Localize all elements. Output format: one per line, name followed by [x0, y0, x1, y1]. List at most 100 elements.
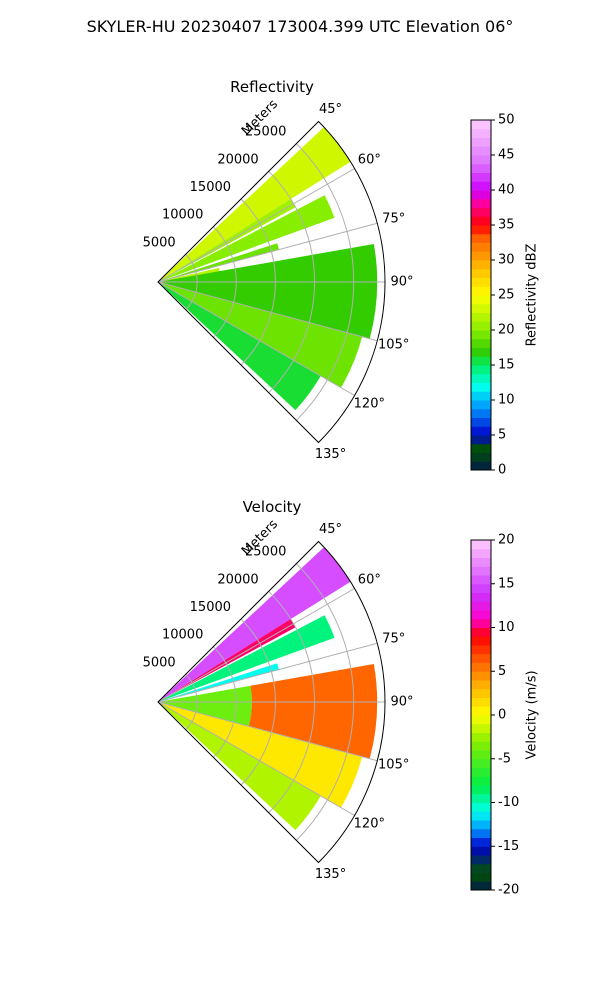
colorbar-tick-label: 15 [498, 358, 515, 373]
colorbar-segment [471, 330, 491, 340]
colorbar-segment [471, 758, 491, 768]
colorbar-segment [471, 242, 491, 252]
colorbar-label: Velocity (m/s) [525, 670, 540, 759]
colorbar-segment [471, 435, 491, 445]
colorbar-segment [471, 863, 491, 873]
colorbar-segment [471, 260, 491, 270]
colorbar-segment [471, 872, 491, 882]
colorbar-segment [471, 382, 491, 392]
colorbar-segment [471, 163, 491, 173]
colorbar-segment [471, 216, 491, 226]
velocity-panel: Velocity 45°60°75°90°105°120°135°5000100… [143, 498, 540, 898]
plot-frame [157, 540, 386, 864]
data-sector-1 [158, 199, 296, 282]
colorbar-segment [471, 548, 491, 558]
velocity-title: Velocity [243, 498, 302, 516]
colorbar-segment [471, 155, 491, 165]
azimuth-tick-label: 90° [391, 275, 414, 290]
colorbar-segment [471, 356, 491, 366]
grid-spoke-4 [157, 701, 355, 816]
colorbar-segment [471, 811, 491, 821]
colorbar-segment [471, 365, 491, 375]
grid-spoke-1 [157, 642, 378, 703]
colorbar-segment [471, 277, 491, 287]
colorbar-segment [471, 680, 491, 690]
colorbar-segment [471, 443, 491, 453]
colorbar-segment [471, 776, 491, 786]
colorbar-segment [471, 347, 491, 357]
grid-spoke-3 [157, 281, 378, 342]
colorbar-segment [471, 373, 491, 383]
colorbar-segment [471, 303, 491, 313]
colorbar-tick-label: 10 [498, 393, 515, 408]
colorbar-segment [471, 190, 491, 200]
azimuth-tick-label: 45° [319, 522, 342, 537]
colorbar-segment [471, 662, 491, 672]
colorbar-segment [471, 601, 491, 611]
colorbar-segment [471, 120, 491, 130]
colorbar-tick-label: 25 [498, 288, 515, 303]
colorbar-segment [471, 225, 491, 235]
colorbar-tick-label: -20 [498, 883, 519, 898]
colorbar-tick-label: 50 [498, 113, 515, 128]
data-sector-5 [158, 243, 378, 339]
colorbar-segment [471, 251, 491, 261]
data-sector-6 [158, 702, 363, 808]
colorbar-segment [471, 750, 491, 760]
reflectivity-colorbar: 0 5 10 15 20 25 30 35 40 45 50 Reflectivity dBZ [470, 113, 540, 478]
data-sector-5 [248, 663, 378, 759]
colorbar-tick-label: -15 [498, 839, 519, 854]
data-sector-4 [158, 685, 252, 727]
colorbar-segment [471, 645, 491, 655]
radial-tick-label: 10000 [162, 208, 203, 223]
data-sector-6 [158, 282, 363, 388]
colorbar-tick-label: 30 [498, 253, 515, 268]
radial-tick-label: 25000 [245, 545, 286, 560]
azimuth-tick-label: 120° [354, 397, 385, 412]
velocity-colorbar: -20 -15 -10 -5 0 5 10 15 20 Velocity (m/s) [470, 533, 540, 898]
colorbar-tick-label: 35 [498, 218, 515, 233]
grid-spoke-0 [157, 168, 355, 283]
colorbar-segment [471, 400, 491, 410]
colorbar-segment [471, 767, 491, 777]
colorbar-label: Reflectivity dBZ [525, 244, 540, 347]
grid-spoke-1 [157, 222, 378, 283]
data-sector-0 [158, 547, 351, 702]
azimuth-tick-label: 105° [378, 758, 409, 773]
colorbar-segment [471, 408, 491, 418]
azimuth-tick-label: 60° [358, 152, 381, 167]
colorbar-segment [471, 137, 491, 147]
colorbar-segment [471, 820, 491, 830]
data-sector-2 [158, 195, 335, 282]
azimuth-tick-label: 90° [391, 695, 414, 710]
colorbar-segment [471, 295, 491, 305]
colorbar-tick-label: 45 [498, 148, 515, 163]
reflectivity-title: Reflectivity [230, 78, 314, 96]
colorbar-segment [471, 785, 491, 795]
reflectivity-plot: 45° 60° 75° 90° 105° 120° 135° 5000 10000 15000 20… [143, 97, 414, 462]
colorbar-tick-label: 40 [498, 183, 515, 198]
azimuth-tick-label: 60° [358, 572, 381, 587]
colorbar-segment [471, 338, 491, 348]
colorbar-tick-label: 0 [498, 463, 506, 478]
data-sector-0 [158, 127, 351, 282]
colorbar-segment [471, 715, 491, 725]
colorbar-segment [471, 198, 491, 208]
figure-title: SKYLER-HU 20230407 173004.399 UTC Elevat… [87, 17, 514, 36]
colorbar-segment [471, 837, 491, 847]
data-sector-3 [158, 243, 279, 282]
colorbar-tick-label: 5 [498, 664, 506, 679]
colorbar-segment [471, 268, 491, 278]
colorbar-segment [471, 855, 491, 865]
colorbar-segment [471, 653, 491, 663]
colorbar-segment [471, 688, 491, 698]
colorbar-segment [471, 207, 491, 217]
colorbar-segment [471, 312, 491, 322]
colorbar-segment [471, 636, 491, 646]
colorbar-tick-label: 0 [498, 708, 506, 723]
colorbar-segment [471, 540, 491, 550]
data-sector-3 [158, 663, 279, 702]
colorbar-segment [471, 881, 491, 891]
data-sector-7 [158, 282, 321, 411]
colorbar-segment [471, 732, 491, 742]
